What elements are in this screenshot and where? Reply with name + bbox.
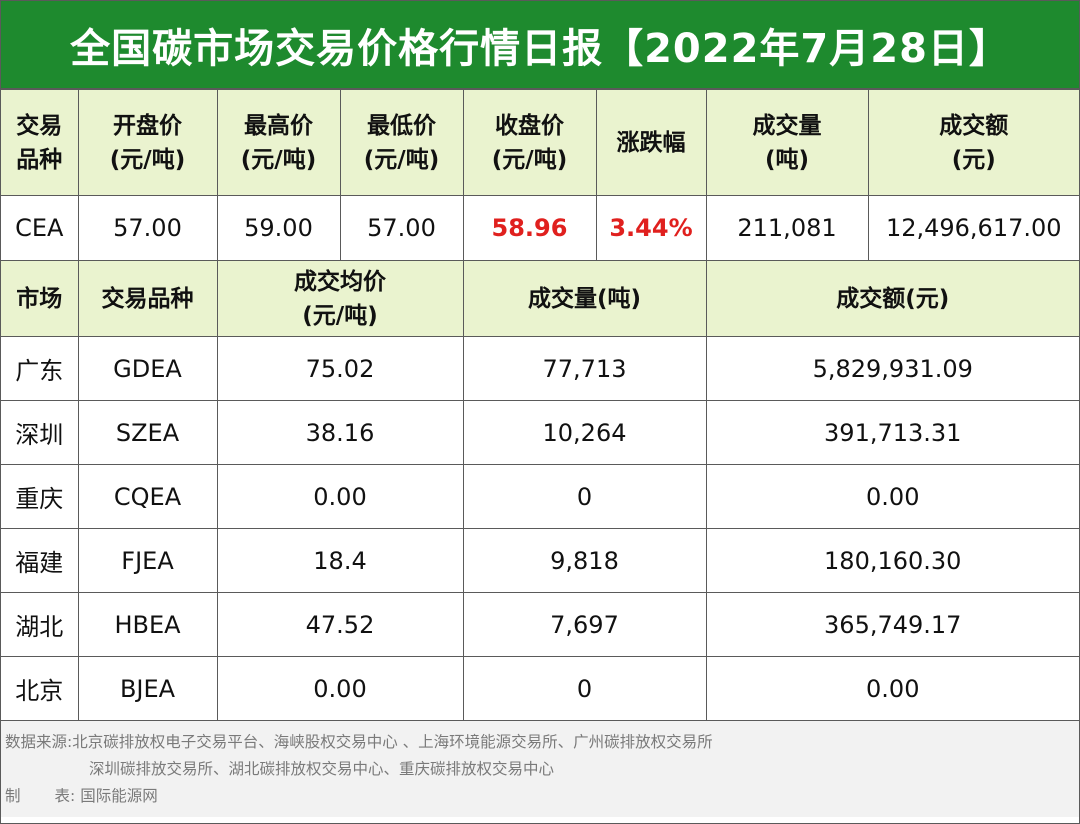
amount-cell: 5,829,931.09 — [705, 336, 1079, 401]
regional-header-row: 市场 交易品种 成交均价 (元/吨) 成交量(吨) 成交额(元) — [1, 260, 1079, 337]
market-cell: 福建 — [1, 528, 79, 593]
avg-price-cell: 0.00 — [216, 656, 464, 721]
market-cell: 湖北 — [1, 592, 79, 657]
source-label: 数据来源: — [5, 733, 73, 751]
avg-price-cell: 0.00 — [216, 464, 464, 529]
cea-amount: 12,496,617.00 — [867, 195, 1079, 261]
price-table: 交易 品种 开盘价 (元/吨) 最高价 (元/吨) 最低价 (元/吨) 收盘价 … — [1, 89, 1079, 721]
amount-cell: 0.00 — [705, 656, 1079, 721]
source-text-1: 北京碳排放权电子交易平台、海峡股权交易中心 、上海环境能源交易所、广州碳排放权交… — [72, 733, 713, 751]
avg-price-cell: 75.02 — [216, 336, 464, 401]
table-row: 深圳 SZEA 38.16 10,264 391,713.31 — [1, 400, 1079, 465]
header-volume: 成交量 (吨) — [705, 89, 869, 196]
table-row: 湖北 HBEA 47.52 7,697 365,749.17 — [1, 592, 1079, 657]
cea-header-row: 交易 品种 开盘价 (元/吨) 最高价 (元/吨) 最低价 (元/吨) 收盘价 … — [1, 89, 1079, 196]
header-regional-volume: 成交量(吨) — [462, 260, 707, 337]
volume-cell: 77,713 — [462, 336, 707, 401]
header-open: 开盘价 (元/吨) — [77, 89, 218, 196]
table-row: 福建 FJEA 18.4 9,818 180,160.30 — [1, 528, 1079, 593]
variety-cell: FJEA — [77, 528, 218, 593]
maker-label-2: 表: — [54, 787, 76, 805]
report-title: 全国碳市场交易价格行情日报【2022年7月28日】 — [1, 1, 1079, 89]
cea-close: 58.96 — [462, 195, 597, 261]
market-cell: 北京 — [1, 656, 79, 721]
amount-cell: 180,160.30 — [705, 528, 1079, 593]
header-close: 收盘价 (元/吨) — [462, 89, 597, 196]
footer-notes: 数据来源:北京碳排放权电子交易平台、海峡股权交易中心 、上海环境能源交易所、广州… — [1, 721, 1079, 817]
market-cell: 深圳 — [1, 400, 79, 465]
header-low: 最低价 (元/吨) — [339, 89, 464, 196]
volume-cell: 7,697 — [462, 592, 707, 657]
table-row: 北京 BJEA 0.00 0 0.00 — [1, 656, 1079, 721]
volume-cell: 0 — [462, 656, 707, 721]
variety-cell: HBEA — [77, 592, 218, 657]
table-row: 广东 GDEA 75.02 77,713 5,829,931.09 — [1, 336, 1079, 401]
maker-value: 国际能源网 — [80, 787, 158, 805]
avg-price-cell: 18.4 — [216, 528, 464, 593]
header-market: 市场 — [1, 260, 79, 337]
cea-change: 3.44% — [595, 195, 707, 261]
market-cell: 重庆 — [1, 464, 79, 529]
volume-cell: 9,818 — [462, 528, 707, 593]
header-change: 涨跌幅 — [595, 89, 707, 196]
cea-variety: CEA — [1, 195, 79, 261]
source-line-1: 数据来源:北京碳排放权电子交易平台、海峡股权交易中心 、上海环境能源交易所、广州… — [5, 729, 1079, 756]
market-cell: 广东 — [1, 336, 79, 401]
source-line-2: 深圳碳排放交易所、湖北碳排放权交易中心、重庆碳排放权交易中心 — [89, 760, 555, 778]
volume-cell: 10,264 — [462, 400, 707, 465]
volume-cell: 0 — [462, 464, 707, 529]
header-high: 最高价 (元/吨) — [216, 89, 341, 196]
variety-cell: GDEA — [77, 336, 218, 401]
header-avg-price: 成交均价 (元/吨) — [216, 260, 464, 337]
cea-high: 59.00 — [216, 195, 341, 261]
header-regional-amount: 成交额(元) — [705, 260, 1079, 337]
amount-cell: 365,749.17 — [705, 592, 1079, 657]
cea-low: 57.00 — [339, 195, 464, 261]
maker-label-1: 制 — [5, 787, 21, 805]
cea-volume: 211,081 — [705, 195, 869, 261]
header-regional-variety: 交易品种 — [77, 260, 218, 337]
variety-cell: CQEA — [77, 464, 218, 529]
header-amount: 成交额 (元) — [867, 89, 1079, 196]
avg-price-cell: 38.16 — [216, 400, 464, 465]
maker-line: 制 表: 国际能源网 — [5, 783, 1079, 810]
table-row: 重庆 CQEA 0.00 0 0.00 — [1, 464, 1079, 529]
amount-cell: 391,713.31 — [705, 400, 1079, 465]
cea-data-row: CEA 57.00 59.00 57.00 58.96 3.44% 211,08… — [1, 195, 1079, 261]
avg-price-cell: 47.52 — [216, 592, 464, 657]
amount-cell: 0.00 — [705, 464, 1079, 529]
variety-cell: BJEA — [77, 656, 218, 721]
cea-open: 57.00 — [77, 195, 218, 261]
variety-cell: SZEA — [77, 400, 218, 465]
header-variety: 交易 品种 — [1, 89, 79, 196]
